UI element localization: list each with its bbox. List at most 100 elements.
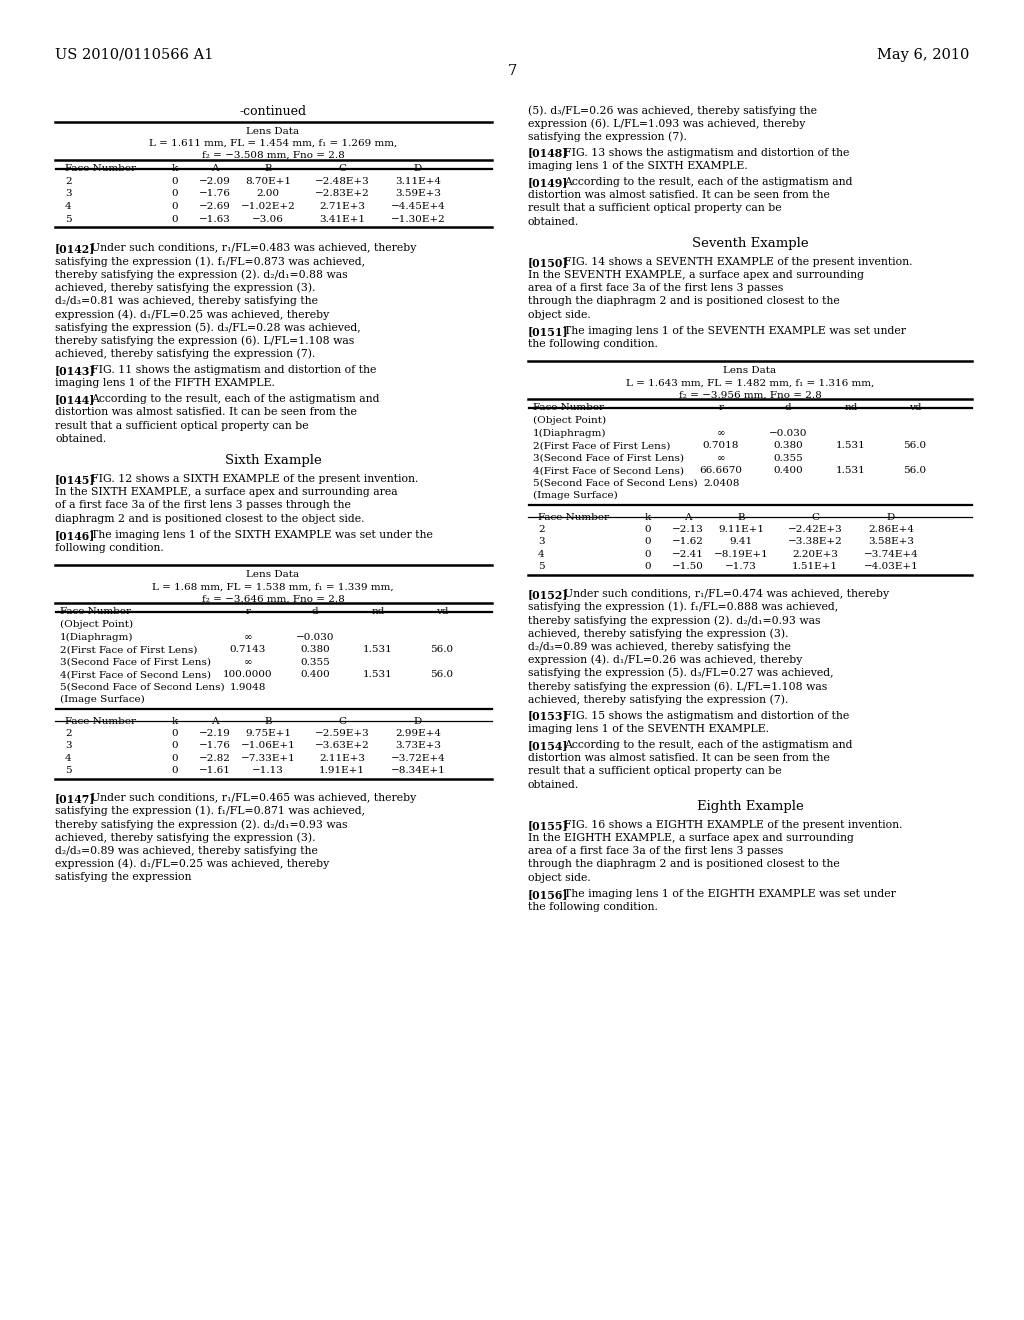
Text: achieved, thereby satisfying the expression (7).: achieved, thereby satisfying the express…: [55, 348, 315, 359]
Text: 1.9048: 1.9048: [229, 682, 266, 692]
Text: [0156]: [0156]: [528, 888, 568, 900]
Text: d₂/d₃=0.89 was achieved, thereby satisfying the: d₂/d₃=0.89 was achieved, thereby satisfy…: [55, 846, 317, 855]
Text: Lens Data: Lens Data: [723, 366, 776, 375]
Text: −1.76: −1.76: [199, 742, 231, 750]
Text: expression (6). L/FL=1.093 was achieved, thereby: expression (6). L/FL=1.093 was achieved,…: [528, 119, 805, 129]
Text: nd: nd: [845, 403, 858, 412]
Text: 0.7018: 0.7018: [702, 441, 739, 450]
Text: vd: vd: [908, 403, 922, 412]
Text: −2.42E+3: −2.42E+3: [787, 524, 843, 533]
Text: −4.45E+4: −4.45E+4: [390, 202, 445, 211]
Text: 2.71E+3: 2.71E+3: [319, 202, 365, 211]
Text: thereby satisfying the expression (2). d₂/d₁=0.88 was: thereby satisfying the expression (2). d…: [55, 269, 347, 280]
Text: 9.75E+1: 9.75E+1: [245, 729, 291, 738]
Text: thereby satisfying the expression (2). d₂/d₁=0.93 was: thereby satisfying the expression (2). d…: [528, 615, 820, 626]
Text: f₂ = −3.646 mm, Fno = 2.8: f₂ = −3.646 mm, Fno = 2.8: [202, 594, 344, 603]
Text: 56.0: 56.0: [903, 441, 927, 450]
Text: r: r: [719, 403, 724, 412]
Text: d: d: [311, 607, 318, 616]
Text: the following condition.: the following condition.: [528, 339, 657, 348]
Text: k: k: [172, 717, 178, 726]
Text: f₂ = −3.508 mm, Fno = 2.8: f₂ = −3.508 mm, Fno = 2.8: [202, 150, 344, 160]
Text: through the diaphragm 2 and is positioned closest to the: through the diaphragm 2 and is positione…: [528, 859, 840, 870]
Text: −1.30E+2: −1.30E+2: [390, 214, 445, 223]
Text: FIG. 14 shows a SEVENTH EXAMPLE of the present invention.: FIG. 14 shows a SEVENTH EXAMPLE of the p…: [564, 257, 912, 267]
Text: imaging lens 1 of the FIFTH EXAMPLE.: imaging lens 1 of the FIFTH EXAMPLE.: [55, 378, 274, 388]
Text: expression (4). d₁/FL=0.25 was achieved, thereby: expression (4). d₁/FL=0.25 was achieved,…: [55, 309, 330, 319]
Text: FIG. 12 shows a SIXTH EXAMPLE of the present invention.: FIG. 12 shows a SIXTH EXAMPLE of the pre…: [91, 474, 419, 484]
Text: result that a sufficient optical property can be: result that a sufficient optical propert…: [528, 767, 781, 776]
Text: [0153]: [0153]: [528, 710, 568, 722]
Text: thereby satisfying the expression (6). L/FL=1.108 was: thereby satisfying the expression (6). L…: [528, 681, 827, 692]
Text: area of a first face 3a of the first lens 3 passes: area of a first face 3a of the first len…: [528, 284, 783, 293]
Text: satisfying the expression (7).: satisfying the expression (7).: [528, 132, 687, 143]
Text: d: d: [784, 403, 792, 412]
Text: achieved, thereby satisfying the expression (3).: achieved, thereby satisfying the express…: [528, 628, 788, 639]
Text: 3(Second Face of First Lens): 3(Second Face of First Lens): [60, 657, 211, 667]
Text: (Object Point): (Object Point): [60, 620, 133, 630]
Text: 0: 0: [172, 754, 178, 763]
Text: −2.82: −2.82: [199, 754, 231, 763]
Text: 0: 0: [645, 524, 651, 533]
Text: 2.0408: 2.0408: [702, 479, 739, 487]
Text: 0.380: 0.380: [300, 645, 330, 655]
Text: −2.48E+3: −2.48E+3: [314, 177, 370, 186]
Text: satisfying the expression (1). f₁/FL=0.888 was achieved,: satisfying the expression (1). f₁/FL=0.8…: [528, 602, 839, 612]
Text: through the diaphragm 2 and is positioned closest to the: through the diaphragm 2 and is positione…: [528, 297, 840, 306]
Text: 5(Second Face of Second Lens): 5(Second Face of Second Lens): [60, 682, 224, 692]
Text: −3.63E+2: −3.63E+2: [314, 742, 370, 750]
Text: 3.59E+3: 3.59E+3: [395, 190, 441, 198]
Text: −1.06E+1: −1.06E+1: [241, 742, 295, 750]
Text: diaphragm 2 and is positioned closest to the object side.: diaphragm 2 and is positioned closest to…: [55, 513, 365, 524]
Text: object side.: object side.: [528, 873, 591, 883]
Text: 3: 3: [65, 742, 72, 750]
Text: −7.33E+1: −7.33E+1: [241, 754, 295, 763]
Text: 3(Second Face of First Lens): 3(Second Face of First Lens): [534, 454, 684, 463]
Text: 1(Diaphragm): 1(Diaphragm): [534, 429, 606, 438]
Text: [0154]: [0154]: [528, 741, 568, 751]
Text: 1.51E+1: 1.51E+1: [792, 562, 838, 572]
Text: 0.355: 0.355: [300, 657, 330, 667]
Text: According to the result, each of the astigmatism and: According to the result, each of the ast…: [564, 741, 853, 750]
Text: L = 1.68 mm, FL = 1.538 mm, f₁ = 1.339 mm,: L = 1.68 mm, FL = 1.538 mm, f₁ = 1.339 m…: [153, 582, 394, 591]
Text: obtained.: obtained.: [528, 780, 580, 789]
Text: imaging lens 1 of the SEVENTH EXAMPLE.: imaging lens 1 of the SEVENTH EXAMPLE.: [528, 723, 769, 734]
Text: A: A: [211, 164, 219, 173]
Text: k: k: [172, 164, 178, 173]
Text: Lens Data: Lens Data: [247, 127, 300, 136]
Text: 0: 0: [172, 766, 178, 775]
Text: C: C: [338, 717, 346, 726]
Text: Sixth Example: Sixth Example: [224, 454, 322, 467]
Text: thereby satisfying the expression (2). d₂/d₁=0.93 was: thereby satisfying the expression (2). d…: [55, 820, 347, 830]
Text: k: k: [645, 512, 651, 521]
Text: US 2010/0110566 A1: US 2010/0110566 A1: [55, 48, 213, 62]
Text: −0.030: −0.030: [296, 632, 334, 642]
Text: -continued: -continued: [240, 106, 306, 117]
Text: FIG. 11 shows the astigmatism and distortion of the: FIG. 11 shows the astigmatism and distor…: [91, 364, 377, 375]
Text: Face Number: Face Number: [65, 717, 136, 726]
Text: 5: 5: [538, 562, 545, 572]
Text: 1.531: 1.531: [364, 645, 393, 655]
Text: Face Number: Face Number: [538, 512, 609, 521]
Text: 0: 0: [172, 729, 178, 738]
Text: d₂/d₃=0.89 was achieved, thereby satisfying the: d₂/d₃=0.89 was achieved, thereby satisfy…: [528, 642, 791, 652]
Text: −2.69: −2.69: [199, 202, 231, 211]
Text: [0155]: [0155]: [528, 820, 568, 830]
Text: 4(First Face of Second Lens): 4(First Face of Second Lens): [534, 466, 684, 475]
Text: In the SEVENTH EXAMPLE, a surface apex and surrounding: In the SEVENTH EXAMPLE, a surface apex a…: [528, 271, 864, 280]
Text: achieved, thereby satisfying the expression (7).: achieved, thereby satisfying the express…: [528, 694, 788, 705]
Text: achieved, thereby satisfying the expression (3).: achieved, thereby satisfying the express…: [55, 282, 315, 293]
Text: 1.531: 1.531: [837, 466, 866, 475]
Text: −2.59E+3: −2.59E+3: [314, 729, 370, 738]
Text: 2: 2: [65, 729, 72, 738]
Text: satisfying the expression (5). d₃/FL=0.27 was achieved,: satisfying the expression (5). d₃/FL=0.2…: [528, 668, 834, 678]
Text: 1(Diaphragm): 1(Diaphragm): [60, 632, 133, 642]
Text: 3: 3: [538, 537, 545, 546]
Text: 5: 5: [65, 766, 72, 775]
Text: −2.13: −2.13: [672, 524, 703, 533]
Text: −2.41: −2.41: [672, 549, 703, 558]
Text: D: D: [887, 512, 895, 521]
Text: 56.0: 56.0: [430, 645, 454, 655]
Text: (Image Surface): (Image Surface): [534, 491, 617, 500]
Text: [0147]: [0147]: [55, 793, 95, 804]
